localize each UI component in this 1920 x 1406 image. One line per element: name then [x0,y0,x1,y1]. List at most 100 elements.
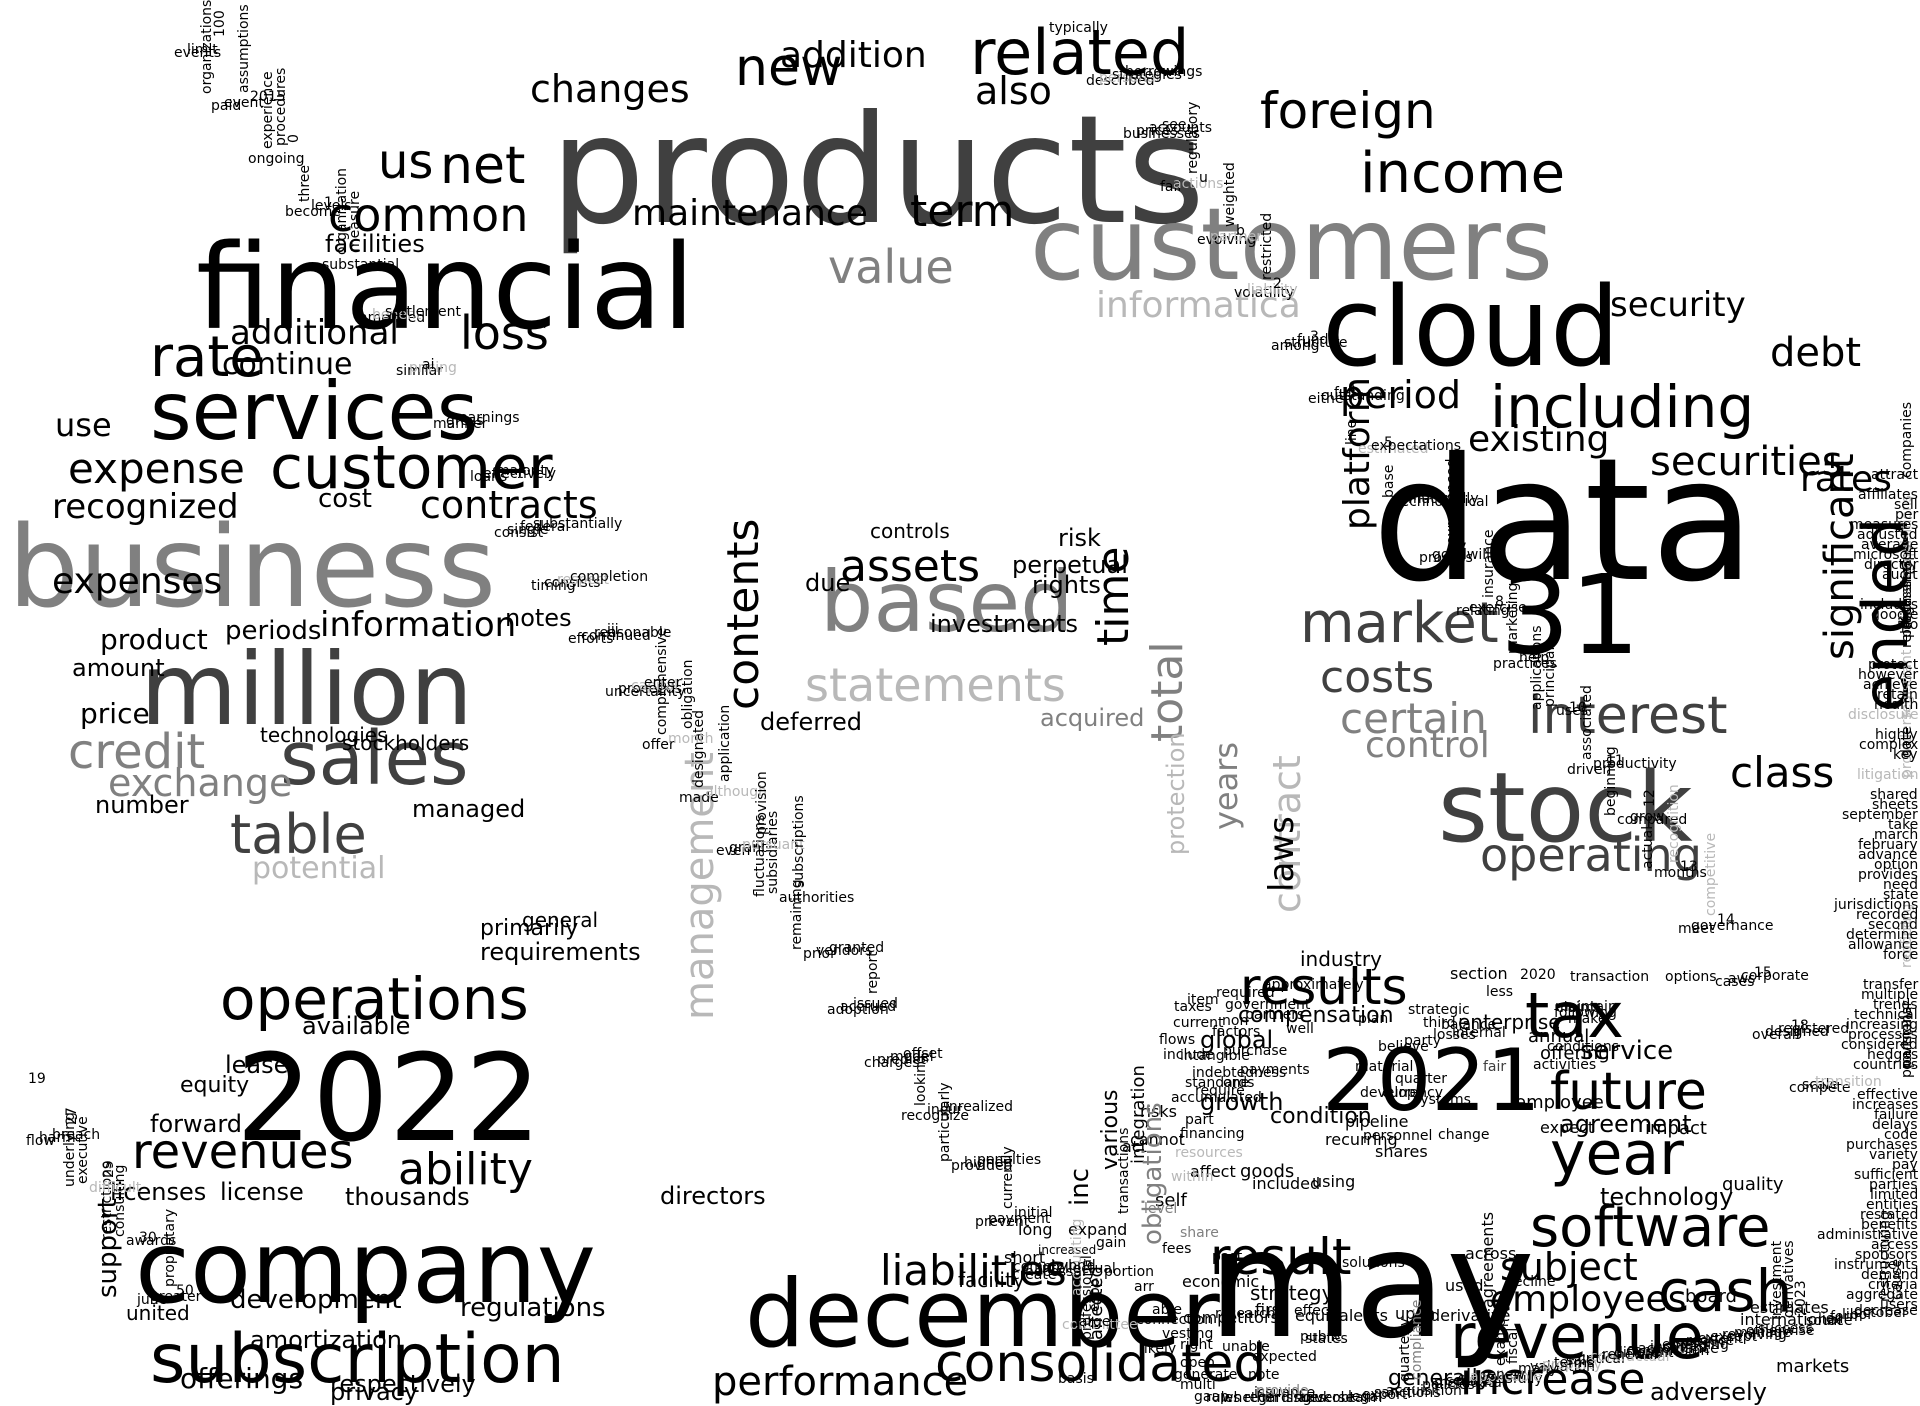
cloud-word: revenue [1450,1300,1704,1373]
cloud-word: particularly [937,1082,953,1162]
cloud-word: offerings [180,1362,304,1395]
cloud-word: sales [280,716,469,802]
cloud-word: employees [1490,1279,1687,1320]
cloud-word: balance [1441,1017,1497,1033]
cloud-word: october [1854,1305,1908,1321]
cloud-word: u [1199,170,1208,186]
cloud-word: allowance [1848,937,1919,953]
cloud-word: designed [1765,1024,1829,1040]
cloud-word: determine [1846,927,1919,943]
cloud-word: fail [1160,179,1182,195]
cloud-word: development [230,1285,402,1315]
cloud-word: 7 [1458,541,1467,557]
cloud-word: multi [1180,1377,1216,1393]
cloud-word: terms [1554,1355,1595,1371]
cloud-word: expand [1068,1220,1128,1239]
cloud-word: obligation [680,659,696,729]
cloud-word: metadata [1434,1375,1502,1391]
cloud-word: new [735,38,843,98]
cloud-word: also [975,69,1052,113]
cloud-word: generally [1388,1366,1491,1391]
cloud-word: corporate [1741,968,1809,984]
cloud-word: expectations [1371,438,1462,454]
cloud-word: aggregate [1846,1287,1918,1303]
cloud-word: meet [1678,921,1715,937]
cloud-word: even [716,843,751,859]
cloud-word: increases [1852,1097,1919,1113]
cloud-word: respect [557,572,610,588]
cloud-word: different [1614,1345,1674,1361]
cloud-word: fees [1162,1241,1192,1257]
cloud-word: made [679,790,719,806]
cloud-word: fair [1483,1059,1507,1075]
cloud-word: 3 [1310,329,1319,345]
cloud-word: hybrid [1051,1258,1096,1274]
cloud-word: enter [644,675,682,691]
cloud-word: strategies [1112,67,1182,83]
cloud-word: debt [1770,330,1862,376]
cloud-word: provided [951,1158,1013,1174]
cloud-word: vesting [1162,1326,1214,1342]
cloud-word: transition [1815,1074,1882,1090]
cloud-word: protection [1162,732,1190,855]
cloud-word: decrease [1854,1303,1918,1319]
cloud-word: commission [1626,1343,1710,1359]
cloud-word: requirements [480,938,641,966]
cloud-word: standards [1185,1075,1255,1091]
cloud-word: similar [396,363,443,379]
cloud-word: arr [1134,1279,1154,1295]
cloud-word: consist [494,525,544,541]
cloud-word: rules [1206,1389,1241,1406]
cloud-word: securities [1650,439,1843,485]
cloud-word: 2023 [1793,1280,1809,1316]
cloud-word: code [1884,1127,1918,1143]
cloud-word: export [1362,1387,1408,1403]
cloud-word: contents [718,518,769,710]
cloud-word: loss [460,306,549,360]
cloud-word: facility [958,1268,1025,1292]
cloud-word: 30 [139,1230,157,1246]
cloud-word: average [1861,537,1919,553]
cloud-word: value [828,240,954,294]
cloud-word: 0 [286,134,302,143]
cloud-word: technology [1600,1183,1734,1211]
cloud-word: term [910,186,1015,237]
cloud-word: achieve [1863,677,1918,693]
cloud-word: jurisdictions [1834,897,1919,913]
cloud-word: paid [211,98,242,114]
cloud-word: tax [1525,979,1624,1052]
cloud-word: three [297,164,313,202]
cloud-word: months [1654,865,1707,881]
cloud-word: approximately [1263,977,1364,993]
cloud-word: relating [1456,603,1510,619]
cloud-word: public [1300,1329,1343,1345]
cloud-word: vendors [816,943,873,959]
cloud-word: contracts [420,483,598,527]
cloud-word: compete [1789,1080,1851,1096]
cloud-word: strategic [1408,1002,1470,1018]
cloud-word: increasing [1846,1017,1919,1033]
cloud-word: portion [1104,1264,1155,1280]
cloud-word: equivalents [1295,1306,1388,1325]
cloud-word: renew [1482,1367,1525,1383]
cloud-word: substantial [322,257,400,273]
cloud-word: regarding [1244,1389,1312,1406]
cloud-word: among [1271,338,1320,354]
cloud-word: informatica [1096,285,1301,326]
cloud-word: prices [1136,123,1179,139]
cloud-word: 9 [1532,647,1541,663]
cloud-word: within [1171,1169,1214,1185]
cloud-word: recognized [52,487,239,527]
cloud-word: internal [1452,1025,1506,1041]
cloud-word: litigation [1857,767,1919,783]
cloud-word: help [1519,650,1550,666]
cloud-word: thousands [345,1183,470,1211]
cloud-word: cloud [1322,263,1620,391]
cloud-word: reduce [1686,1333,1735,1349]
cloud-word: competitors [1183,1308,1279,1327]
cloud-word: earnings [459,410,520,426]
cloud-word: change [1438,1127,1490,1143]
cloud-word: across [1465,1244,1517,1263]
cloud-word: weighted [1222,162,1238,227]
cloud-word: credit [68,724,206,780]
